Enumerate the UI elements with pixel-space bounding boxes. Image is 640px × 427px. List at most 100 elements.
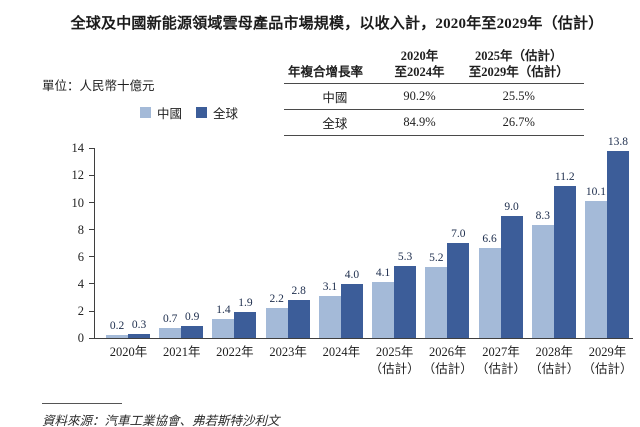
- bar-value-label: 5.3: [397, 251, 413, 264]
- y-axis-tick-label: 12: [71, 168, 85, 183]
- x-axis-label: 2026年 （估計）: [422, 345, 473, 376]
- bar-group: 1.4 1.9 2022年: [212, 148, 257, 359]
- bar-group: 6.6 9.0 2027年 （估計）: [476, 148, 526, 375]
- x-axis-label: 2020年: [109, 345, 148, 360]
- bar-value-label: 0.3: [131, 319, 147, 332]
- x-axis-label: 2024年: [322, 345, 361, 360]
- cagr-table: 年複合增長率 2020年 至2024年 2025年（估計） 至2029年（估計）…: [284, 49, 584, 137]
- x-axis-label: 2025年 （估計）: [369, 345, 420, 376]
- y-axis-tick: [89, 283, 95, 285]
- bar-group: 3.1 4.0 2024年: [318, 148, 364, 359]
- plot-area: 0 2 4 6 8 10 12 14 0.2 0.3 2020年 0.7 0.9 2021年 1.4 1.9 2…: [72, 136, 633, 376]
- bar-value-label: 0.2: [109, 320, 125, 333]
- bar-value-label: 13.8: [607, 136, 629, 149]
- table-row-china: 中國 90.2% 25.5%: [284, 83, 584, 111]
- bar-china: [212, 319, 235, 339]
- y-axis-tick-label: 8: [77, 222, 84, 237]
- bar-value-label: 7.0: [451, 228, 466, 241]
- bar-value-label: 0.7: [163, 313, 178, 326]
- row-value: 25.5%: [453, 83, 584, 111]
- y-axis-tick: [89, 256, 95, 258]
- y-axis-tick: [89, 229, 95, 231]
- bar-wrap-global: 1.9: [234, 148, 257, 339]
- y-axis-tick-label: 0: [77, 331, 84, 346]
- page-title: 全球及中國新能源領域雲母產品市場規模，以收入計，2020年至2029年（估計）: [70, 16, 604, 32]
- bar-wrap-global: 0.9: [181, 148, 204, 339]
- y-axis-tick: [89, 310, 95, 312]
- bar-group: 2.2 2.8 2023年: [265, 148, 311, 359]
- bar-group: 5.2 7.0 2026年 （估計）: [423, 148, 473, 375]
- x-axis-label: 2027年 （估計）: [476, 345, 527, 376]
- bar-china: [265, 308, 288, 339]
- bar-global: [553, 186, 576, 339]
- y-axis-tick-label: 14: [71, 141, 85, 156]
- bar-china: [478, 248, 501, 339]
- bar-value-label: 9.0: [504, 201, 519, 214]
- x-axis-label: 2021年: [162, 345, 201, 360]
- unit-label: 單位：人民幣十億元: [42, 79, 155, 93]
- bar-value-label: 4.1: [375, 267, 391, 280]
- bar-wrap-global: 0.3: [128, 148, 150, 339]
- row-value: 84.9%: [385, 109, 454, 137]
- bar-global: [181, 326, 204, 339]
- y-axis-tick-label: 2: [77, 304, 84, 319]
- bar-global: [394, 266, 417, 339]
- bar-global: [447, 243, 470, 339]
- bar-wrap-china: 6.6: [478, 148, 501, 339]
- bar-global: [128, 334, 150, 339]
- y-axis-tick-label: 6: [77, 249, 84, 264]
- cagr-header-row: 年複合增長率 2020年 至2024年 2025年（估計） 至2029年（估計）: [284, 49, 584, 85]
- table-row-global: 全球 84.9% 26.7%: [284, 109, 584, 137]
- bar-wrap-global: 11.2: [553, 148, 576, 339]
- x-axis-label: 2023年: [269, 345, 307, 360]
- bar-wrap-china: 5.2: [425, 148, 448, 339]
- y-axis-tick: [89, 202, 95, 204]
- bar-wrap-china: 3.1: [318, 148, 341, 339]
- bar-global: [287, 300, 310, 339]
- bar-global: [500, 216, 523, 339]
- bar-value-label: 10.1: [585, 186, 607, 199]
- bar-value-label: 2.2: [269, 293, 284, 306]
- bar-china: [106, 335, 128, 339]
- bar-wrap-china: 8.3: [531, 148, 554, 339]
- bar-value-label: 1.4: [216, 304, 231, 317]
- x-axis-label: 2022年: [216, 345, 254, 360]
- bar-wrap-china: 1.4: [212, 148, 235, 339]
- bar-group: 0.7 0.9 2021年: [159, 148, 204, 359]
- legend-swatch-china-icon: [140, 107, 151, 118]
- bar-wrap-global: 5.3: [394, 148, 417, 339]
- bar-group: 4.1 5.3 2025年 （估計）: [370, 148, 420, 375]
- bar-china: [531, 225, 554, 339]
- bar-wrap-china: 10.1: [584, 148, 607, 339]
- bar-wrap-global: 4.0: [340, 148, 363, 339]
- bar-value-label: 5.2: [429, 252, 444, 265]
- y-axis-tick: [89, 337, 95, 339]
- row-label: 中國: [284, 83, 386, 111]
- bar-global: [606, 151, 629, 339]
- row-value: 26.7%: [453, 109, 584, 137]
- bar-value-label: 3.1: [322, 281, 338, 294]
- bar-wrap-china: 4.1: [372, 148, 395, 339]
- bar-value-label: 11.2: [554, 171, 575, 184]
- y-axis-tick: [89, 174, 95, 176]
- cagr-period2-header: 2025年（估計） 至2029年（估計）: [453, 49, 584, 85]
- bar-china: [584, 201, 607, 339]
- y-axis-tick-label: 4: [77, 276, 84, 291]
- bar-wrap-global: 7.0: [447, 148, 470, 339]
- bar-wrap-global: 2.8: [287, 148, 310, 339]
- bar-wrap-china: 0.2: [106, 148, 128, 339]
- row-label: 全球: [284, 109, 386, 137]
- bar-group: 0.2 0.3 2020年: [106, 148, 151, 359]
- y-axis-tick-label: 10: [71, 195, 85, 210]
- bar-wrap-global: 13.8: [606, 136, 629, 339]
- bar-value-label: 0.9: [185, 311, 200, 324]
- y-axis-tick: [89, 147, 95, 149]
- bar-value-label: 2.8: [291, 285, 306, 298]
- x-axis-label: 2028年 （估計）: [529, 345, 580, 376]
- bar-value-label: 6.6: [482, 233, 497, 246]
- bar-group: 8.3 11.2 2028年 （估計）: [529, 148, 579, 375]
- chart-legend: 中國 全球: [140, 103, 284, 122]
- bar-global: [340, 284, 363, 339]
- header-row: 單位：人民幣十億元 中國 全球 年複合增長率 2020年 至2024年 2025…: [42, 47, 632, 137]
